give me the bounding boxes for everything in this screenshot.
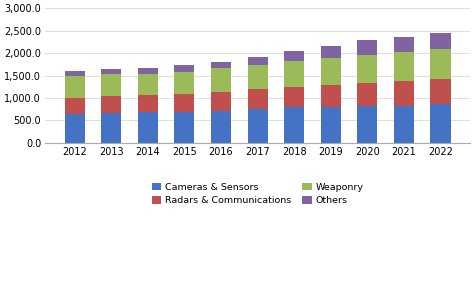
Bar [357, 106, 377, 143]
Bar [430, 49, 451, 79]
Bar [394, 37, 414, 52]
Bar [247, 89, 268, 109]
Bar [247, 57, 268, 65]
Bar [321, 46, 341, 58]
Bar [394, 106, 414, 143]
Bar [174, 72, 194, 94]
Bar [101, 113, 121, 143]
Bar [394, 52, 414, 81]
Bar [284, 51, 304, 61]
Bar [174, 65, 194, 72]
Bar [211, 62, 231, 68]
Bar [211, 92, 231, 111]
Bar [64, 71, 85, 75]
Bar [394, 81, 414, 106]
Bar [321, 107, 341, 143]
Bar [64, 75, 85, 97]
Bar [211, 111, 231, 143]
Bar [101, 74, 121, 96]
Bar [430, 33, 451, 49]
Bar [138, 74, 158, 95]
Bar [247, 109, 268, 143]
Legend: Cameras & Sensors, Radars & Communications, Weaponry, Others: Cameras & Sensors, Radars & Communicatio… [152, 182, 364, 205]
Bar [174, 94, 194, 112]
Bar [321, 85, 341, 107]
Bar [430, 79, 451, 104]
Bar [284, 107, 304, 143]
Bar [430, 104, 451, 143]
Bar [174, 112, 194, 143]
Bar [284, 61, 304, 87]
Bar [321, 58, 341, 85]
Bar [101, 96, 121, 113]
Bar [357, 40, 377, 55]
Bar [357, 55, 377, 83]
Bar [101, 69, 121, 74]
Bar [138, 95, 158, 112]
Bar [247, 65, 268, 89]
Bar [138, 68, 158, 74]
Bar [138, 112, 158, 143]
Bar [64, 97, 85, 114]
Bar [284, 87, 304, 107]
Bar [357, 83, 377, 106]
Bar [211, 68, 231, 92]
Bar [64, 114, 85, 143]
